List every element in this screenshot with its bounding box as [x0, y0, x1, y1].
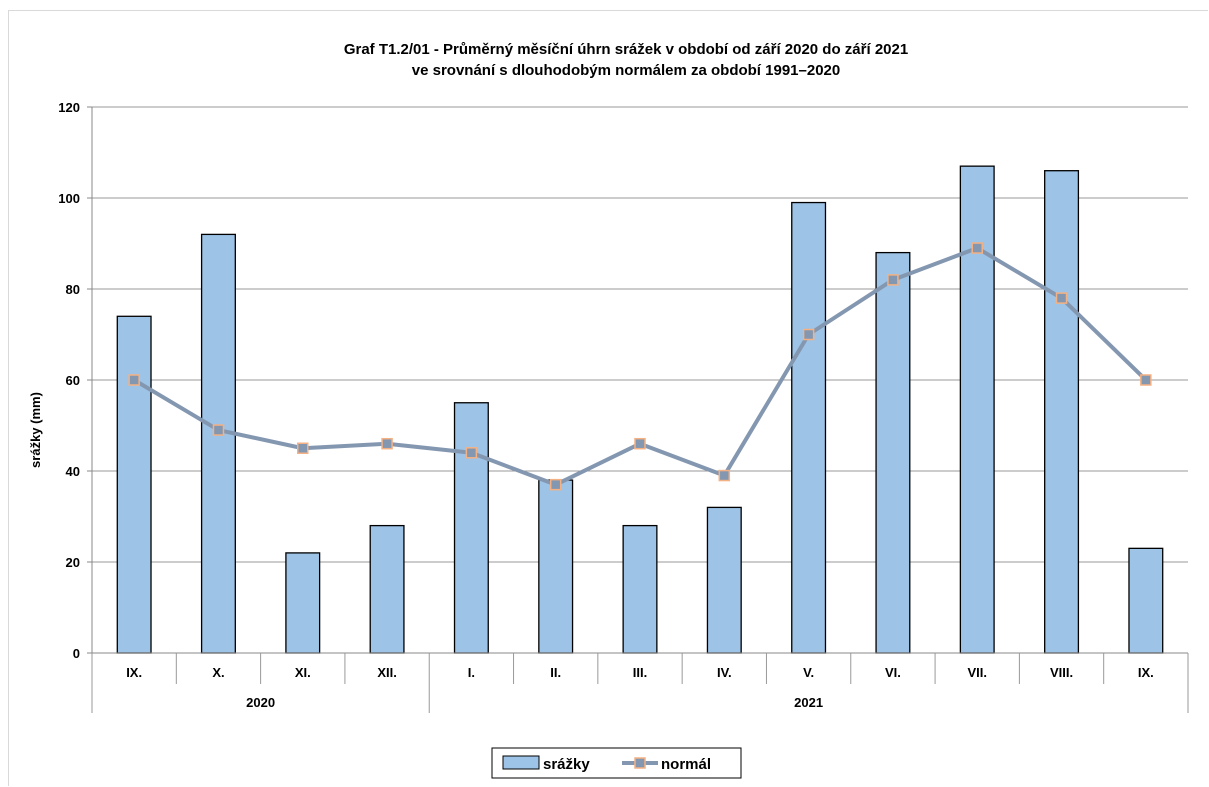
- y-tick-label: 60: [66, 373, 80, 388]
- x-tick-label: IX.: [1138, 665, 1154, 680]
- bar-srazky: [369, 524, 405, 654]
- x-tick-label: II.: [550, 665, 561, 680]
- x-tick-label: VII.: [967, 665, 987, 680]
- marker-normal: [1055, 292, 1068, 304]
- legend: srážky normál: [491, 747, 742, 779]
- x-tick-label: I.: [468, 665, 475, 680]
- y-tick-label: 0: [73, 646, 80, 661]
- year-label: 2020: [246, 695, 275, 710]
- bar-srazky: [453, 402, 489, 654]
- marker-normal: [128, 374, 140, 386]
- marker-normal: [381, 437, 393, 450]
- y-tick-label: 120: [58, 100, 80, 115]
- x-tick-label: III.: [633, 665, 647, 680]
- marker-normal: [1140, 374, 1152, 386]
- bar-srazky: [116, 315, 152, 654]
- x-tick-label: XII.: [377, 665, 397, 680]
- y-tick-label: 100: [58, 191, 80, 206]
- chart-title-line2: ve srovnání s dlouhodobým normálem za ob…: [412, 62, 840, 79]
- marker-normal: [971, 242, 983, 254]
- y-axis-title: srážky (mm): [28, 392, 43, 468]
- bar-srazky: [959, 165, 995, 654]
- x-tick-label: XI.: [295, 665, 311, 680]
- x-tick-label: VI.: [885, 665, 901, 680]
- y-tick-label: 40: [66, 464, 80, 479]
- marker-normal: [718, 469, 731, 482]
- bar-srazky: [538, 479, 574, 654]
- year-label: 2021: [794, 695, 823, 710]
- x-tick-label: VIII.: [1050, 665, 1073, 680]
- bar-srazky: [1044, 170, 1080, 654]
- bar-srazky: [622, 524, 658, 654]
- bar-srazky: [875, 251, 911, 654]
- bar-srazky: [791, 201, 827, 654]
- y-tick-label: 20: [66, 555, 80, 570]
- legend-label-srazky: srážky: [543, 756, 590, 773]
- chart-title-line1: Graf T1.2/01 - Průměrný měsíční úhrn srá…: [344, 41, 908, 58]
- bar-srazky: [200, 233, 236, 654]
- bar-srazky: [706, 506, 742, 654]
- gridlines: [92, 106, 1188, 563]
- legend-label-normal: normál: [661, 756, 711, 773]
- legend-swatch-marker: [634, 757, 646, 769]
- x-tick-label: IV.: [717, 665, 732, 680]
- y-tick-label: 80: [66, 282, 80, 297]
- chart-frame: [8, 10, 1208, 786]
- legend-swatch-bar: [502, 755, 540, 770]
- marker-normal: [549, 478, 562, 491]
- bar-srazky: [1128, 547, 1164, 654]
- marker-normal: [634, 437, 646, 450]
- marker-normal: [465, 447, 478, 459]
- x-tick-label: X.: [212, 665, 224, 680]
- marker-normal: [212, 424, 225, 436]
- bars: [116, 165, 1164, 654]
- marker-normal: [887, 274, 899, 286]
- marker-normal: [802, 328, 815, 341]
- axes: 0 20 40 60 80 100 120 IX. X. XI. XII. I. II. III. IV. V…: [58, 100, 1189, 713]
- x-tick-label: V.: [803, 665, 814, 680]
- x-tick-label: IX.: [126, 665, 142, 680]
- normal-line: [128, 242, 1152, 491]
- marker-normal: [297, 442, 309, 454]
- bar-srazky: [285, 552, 321, 654]
